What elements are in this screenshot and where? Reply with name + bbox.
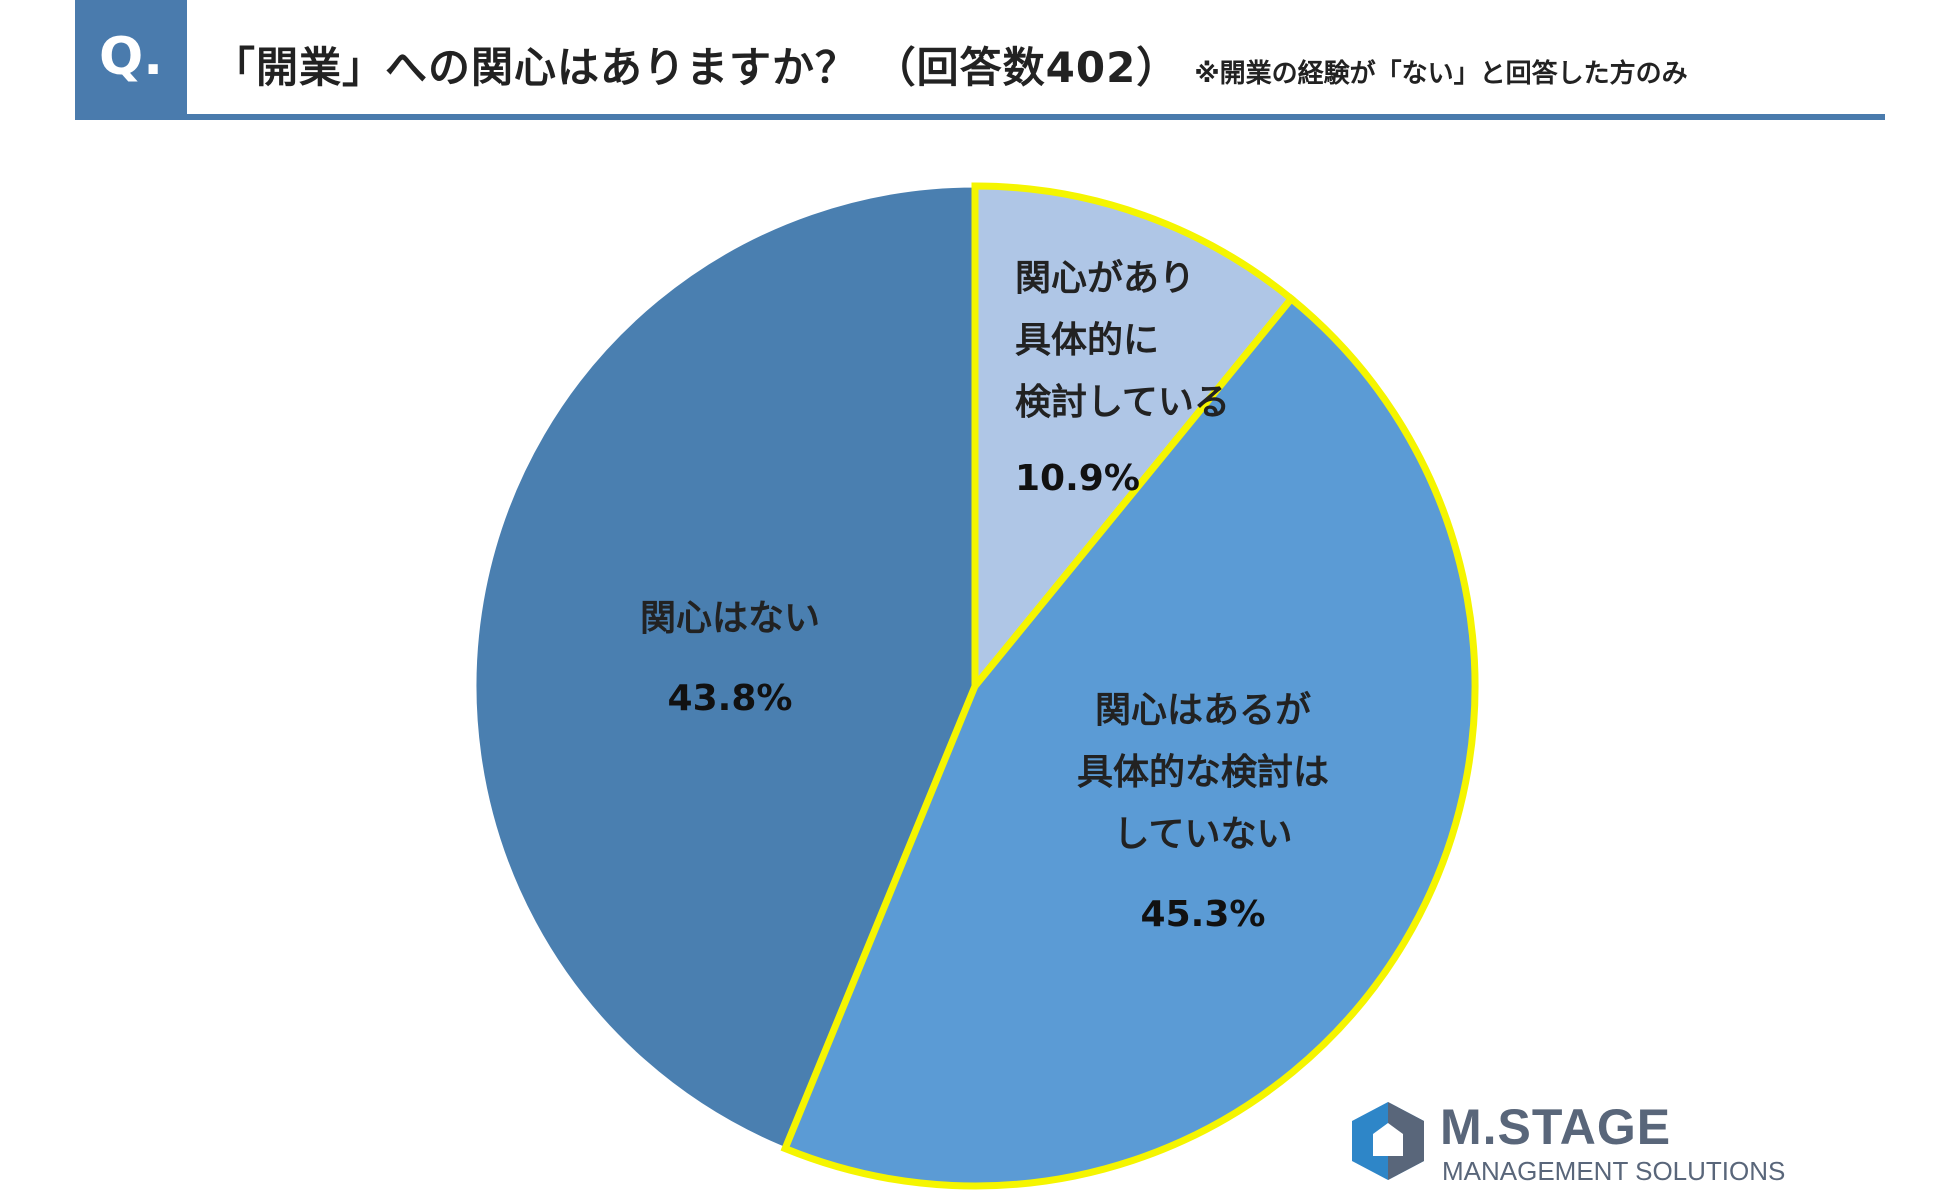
- pie-slice-2: [473, 184, 977, 1151]
- header-rule: [75, 114, 1885, 120]
- slice-label-line: していない: [1114, 814, 1293, 855]
- slice-label-line: 関心があり: [1015, 258, 1195, 299]
- logo-mark-icon: [1352, 1102, 1424, 1180]
- chart-title: 「開業」への関心はありますか？ （回答数402）: [213, 43, 1180, 92]
- title-line: 「開業」への関心はありますか？ （回答数402） ※開業の経験が「ない」と回答し…: [213, 34, 1688, 95]
- title-note: ※開業の経験が「ない」と回答した方のみ: [1194, 59, 1688, 89]
- slice-label-line: 具体的な検討は: [1077, 752, 1329, 793]
- logo-tagline: MANAGEMENT SOLUTIONS: [1442, 1156, 1786, 1186]
- highlight-outline-0: [971, 182, 1297, 696]
- logo-house: [1373, 1123, 1403, 1156]
- slice-label-line: 関心はない: [640, 598, 820, 639]
- question-badge: Q.: [75, 0, 187, 114]
- slice-label-line: 検討している: [1015, 382, 1230, 423]
- slice-value-label: 43.8%: [668, 678, 793, 719]
- slice-label-group-2: 関心はない 43.8%: [640, 598, 820, 719]
- header: Q. 「開業」への関心はありますか？ （回答数402） ※開業の経験が「ない」と…: [75, 0, 1885, 120]
- logo-name: M.STAGE: [1440, 1099, 1672, 1155]
- highlight-outline-1: [780, 293, 1479, 1190]
- slice-label-line: 関心はあるが: [1095, 690, 1311, 731]
- logo-hexagon-shade: [1388, 1102, 1424, 1180]
- slice-value-label: 45.3%: [1141, 894, 1266, 935]
- company-logo: M.STAGE MANAGEMENT SOLUTIONS: [1345, 1098, 1795, 1188]
- slice-label-line: 具体的に: [1015, 320, 1159, 361]
- slice-value-label: 10.9%: [1015, 458, 1140, 499]
